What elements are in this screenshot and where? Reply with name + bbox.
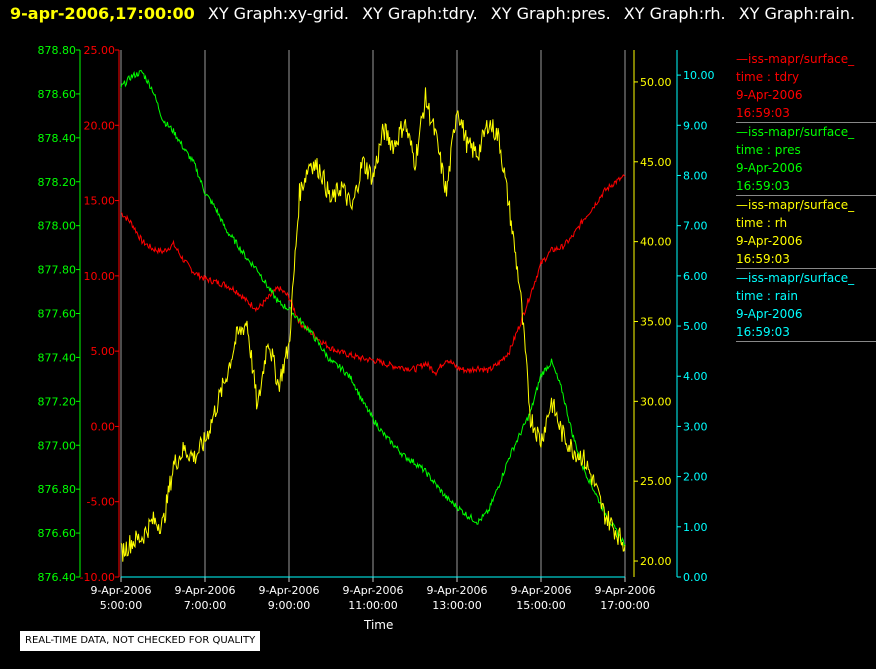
rain-tick-label-7: 7.00 (683, 220, 708, 233)
rain-tick-label-6: 6.00 (683, 270, 708, 283)
rh-tick-label-6: 50.00 (640, 76, 672, 89)
rain-tick-label-4: 4.00 (683, 370, 708, 383)
x-tick-label-time-0: 5:00:00 (100, 599, 142, 612)
tdry-tick-label-2: 0.00 (91, 420, 116, 433)
legend-date: 9-Apr-2006 (736, 234, 803, 248)
tdry-tick-label-4: 10.00 (84, 270, 116, 283)
legend-time: 16:59:03 (736, 325, 790, 339)
x-tick-label-date-1: 9-Apr-2006 (174, 584, 235, 597)
tdry-tick-label-5: 15.00 (84, 195, 116, 208)
tdry-tick-label-1: -5.00 (87, 496, 115, 509)
legend-line: —iss-mapr/surface_ (736, 125, 855, 139)
legend-line: —iss-mapr/surface_ (736, 271, 855, 285)
legend-time: 16:59:03 (736, 252, 790, 266)
title-bar: 9-apr-2006,17:00:00 XY Graph:xy-grid. XY… (10, 4, 855, 23)
x-tick-label-date-5: 9-Apr-2006 (510, 584, 571, 597)
rh-tick-label-5: 45.00 (640, 156, 672, 169)
rh-tick-label-2: 30.00 (640, 395, 672, 408)
pres-tick-label-3: 877.00 (38, 439, 77, 452)
x-tick-label-date-3: 9-Apr-2006 (342, 584, 403, 597)
tdry-tick-label-0: -10.00 (80, 571, 115, 584)
pres-tick-label-8: 878.00 (38, 220, 77, 233)
legend-entry: —iss-mapr/surface_time : rh 9-Apr-2006 16:… (736, 196, 876, 269)
rh-tick-label-1: 25.00 (640, 475, 672, 488)
legend-field: time : tdry (736, 70, 800, 84)
tdry-tick-label-7: 25.00 (84, 44, 116, 57)
quality-note: REAL-TIME DATA, NOT CHECKED FOR QUALITY (20, 631, 261, 651)
legend-time: 16:59:03 (736, 179, 790, 193)
tdry-tick-label-6: 20.00 (84, 119, 116, 132)
pres-tick-label-10: 878.40 (38, 132, 77, 145)
title-graph-pres[interactable]: XY Graph:pres. (490, 4, 611, 23)
rain-tick-label-3: 3.00 (683, 420, 708, 433)
rain-tick-label-5: 5.00 (683, 320, 708, 333)
x-tick-label-date-0: 9-Apr-2006 (90, 584, 151, 597)
legend-entry: —iss-mapr/surface_time : rain 9-Apr-2006 1… (736, 269, 876, 342)
rh-tick-label-3: 35.00 (640, 315, 672, 328)
legend-entry: —iss-mapr/surface_time : pres 9-Apr-2006 1… (736, 123, 876, 196)
pres-tick-label-12: 878.80 (38, 44, 77, 57)
x-axis-title: Time (364, 618, 394, 632)
title-graph-rain[interactable]: XY Graph:rain. (738, 4, 856, 23)
x-tick-label-time-6: 17:00:00 (600, 599, 649, 612)
rain-tick-label-2: 2.00 (683, 471, 708, 484)
rh-tick-label-0: 20.00 (640, 555, 672, 568)
tdry-tick-label-3: 5.00 (91, 345, 116, 358)
rh-tick-label-4: 40.00 (640, 236, 672, 249)
x-tick-label-date-4: 9-Apr-2006 (426, 584, 487, 597)
rain-tick-label-8: 8.00 (683, 169, 708, 182)
title-graph-xy-grid[interactable]: XY Graph:xy-grid. (207, 4, 349, 23)
legend-date: 9-Apr-2006 (736, 88, 803, 102)
legend-date: 9-Apr-2006 (736, 161, 803, 175)
pres-tick-label-6: 877.60 (38, 308, 77, 321)
pres-tick-label-11: 878.60 (38, 88, 77, 101)
legend-field: time : pres (736, 143, 801, 157)
legend-line: —iss-mapr/surface_ (736, 198, 855, 212)
pres-tick-label-2: 876.80 (38, 483, 77, 496)
legend-field: time : rh (736, 216, 788, 230)
pres-tick-label-1: 876.60 (38, 527, 77, 540)
rain-tick-label-10: 10.00 (683, 69, 715, 82)
x-tick-label-time-1: 7:00:00 (184, 599, 226, 612)
title-timestamp: 9-apr-2006,17:00:00 (10, 4, 195, 23)
legend-date: 9-Apr-2006 (736, 307, 803, 321)
pres-tick-label-0: 876.40 (38, 571, 77, 584)
x-tick-label-date-2: 9-Apr-2006 (258, 584, 319, 597)
rain-tick-label-0: 0.00 (683, 571, 708, 584)
x-tick-label-time-4: 13:00:00 (432, 599, 481, 612)
legend: —iss-mapr/surface_ time : tdry 9-Apr-2006 1… (736, 50, 876, 342)
title-graph-rh[interactable]: XY Graph:rh. (623, 4, 726, 23)
series-line-pres (120, 69, 626, 547)
pres-tick-label-4: 877.20 (38, 395, 77, 408)
title-graph-tdry[interactable]: XY Graph:tdry. (362, 4, 478, 23)
legend-line: —iss-mapr/surface_ (736, 52, 855, 66)
pres-tick-label-5: 877.40 (38, 351, 77, 364)
x-tick-label-time-5: 15:00:00 (516, 599, 565, 612)
rain-tick-label-9: 9.00 (683, 119, 708, 132)
legend-entry: —iss-mapr/surface_time : tdry 9-Apr-2006 1… (736, 50, 876, 123)
series-line-tdry (120, 174, 626, 377)
pres-tick-label-7: 877.80 (38, 264, 77, 277)
x-tick-label-date-6: 9-Apr-2006 (594, 584, 655, 597)
series-line-rh (120, 87, 626, 562)
x-tick-label-time-2: 9:00:00 (268, 599, 310, 612)
pres-tick-label-9: 878.20 (38, 176, 77, 189)
legend-field: time : rain (736, 289, 799, 303)
x-tick-label-time-3: 11:00:00 (348, 599, 397, 612)
rain-tick-label-1: 1.00 (683, 521, 708, 534)
legend-time: 16:59:03 (736, 106, 790, 120)
